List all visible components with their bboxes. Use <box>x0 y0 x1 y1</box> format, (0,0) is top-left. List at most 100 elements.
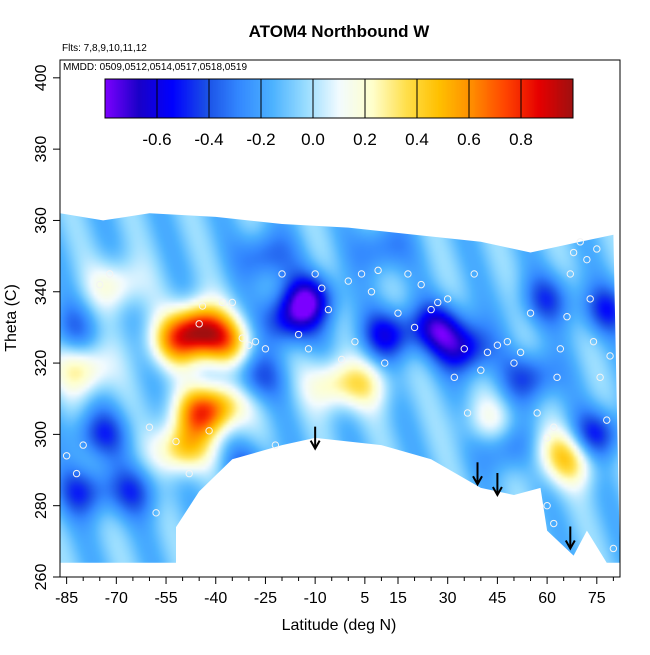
sample-point <box>278 270 286 278</box>
sample-point <box>589 337 598 346</box>
sample-point <box>477 366 485 374</box>
sample-point <box>245 341 253 349</box>
plot-frame <box>59 59 621 578</box>
sample-point <box>404 270 412 278</box>
sample-point <box>351 337 359 346</box>
x-tick-label: 75 <box>588 590 606 607</box>
colorbar-tick-label: 0.2 <box>353 130 377 149</box>
colorbar-tick-label: 0.4 <box>405 130 429 149</box>
colorbar-tick-label: 0.8 <box>509 130 533 149</box>
sample-point <box>450 373 459 382</box>
sample-point <box>62 452 71 460</box>
colorbar-ticks: -0.6 -0.4 -0.2 0.0 0.2 0.4 0.6 0.8 <box>142 79 533 149</box>
sample-point <box>96 280 104 289</box>
sample-point <box>374 266 382 275</box>
x-tick-label: -70 <box>105 590 128 607</box>
sample-point <box>394 309 402 317</box>
sample-point <box>543 501 551 510</box>
sample-point <box>172 437 180 446</box>
dates-note: MMDD: 0509,0512,0514,0517,0518,0519 <box>63 62 247 73</box>
sample-point <box>304 345 313 353</box>
sample-point <box>593 245 601 253</box>
sample-point <box>294 330 303 339</box>
sample-point <box>576 238 584 246</box>
colorbar-tick-label: -0.2 <box>246 130 275 149</box>
sample-point <box>106 270 114 278</box>
colorbar-tick-label: -0.4 <box>194 130 223 149</box>
sample-point <box>526 309 535 317</box>
sample-point <box>460 345 468 353</box>
sample-point <box>516 348 525 357</box>
x-tick-label: 60 <box>538 590 556 607</box>
sample-point <box>463 409 472 417</box>
sample-point <box>251 337 260 346</box>
sample-point <box>195 320 203 328</box>
y-tick-label: 340 <box>33 278 50 305</box>
sample-point <box>483 348 492 357</box>
chart-title: ATOM4 Northbound W <box>249 22 431 41</box>
y-axis: 260 280 300 320 340 360 380 400 <box>33 64 60 590</box>
sample-point <box>311 270 319 278</box>
sample-point <box>606 352 614 360</box>
sample-point <box>261 345 270 353</box>
colorbar: -0.6 -0.4 -0.2 0.0 0.2 0.4 0.6 0.8 <box>104 78 574 149</box>
sample-point <box>205 427 213 435</box>
colorbar-frame <box>104 78 574 119</box>
sample-point <box>381 359 389 367</box>
arrows-layer <box>309 426 576 551</box>
sample-point <box>550 519 558 528</box>
sample-point <box>238 334 246 342</box>
arrow-marker <box>472 462 483 487</box>
sample-point <box>569 248 578 257</box>
x-tick-label: -25 <box>254 590 277 607</box>
sample-point <box>470 270 478 278</box>
colorbar-tick-label: 0.6 <box>457 130 481 149</box>
sample-point <box>566 270 574 278</box>
sample-point <box>79 441 87 449</box>
x-tick-label: -55 <box>154 590 177 607</box>
arrow-marker <box>309 426 321 451</box>
y-tick-label: 360 <box>33 207 50 234</box>
y-axis-label: Theta (C) <box>3 284 20 352</box>
sample-points-layer <box>62 238 618 553</box>
sample-point <box>609 544 618 553</box>
sample-point <box>510 359 518 367</box>
sample-point <box>550 423 558 431</box>
sample-point <box>218 298 227 307</box>
sample-point <box>583 255 591 264</box>
y-tick-label: 400 <box>33 64 50 91</box>
sample-point <box>198 302 207 310</box>
y-tick-label: 260 <box>33 564 50 591</box>
x-tick-label: -40 <box>204 590 227 607</box>
sample-point <box>337 355 346 364</box>
sample-point <box>367 288 376 296</box>
x-axis: -85 -70 -55 -40 -25 -10 5 15 30 45 60 75 <box>55 577 614 607</box>
y-tick-label: 380 <box>33 136 50 163</box>
sample-point <box>543 434 551 442</box>
x-axis-label: Latitude (deg N) <box>282 617 397 634</box>
sample-point <box>563 313 571 321</box>
x-tick-label: -10 <box>304 590 327 607</box>
sample-point <box>228 298 237 307</box>
sample-point <box>185 469 193 478</box>
sample-point <box>344 277 352 285</box>
sample-point <box>318 284 326 292</box>
sample-point <box>324 305 333 314</box>
arrow-marker <box>492 472 503 498</box>
colorbar-tick-label: -0.6 <box>142 130 171 149</box>
x-tick-label: 15 <box>389 590 407 607</box>
sample-point <box>152 509 160 517</box>
y-tick-label: 280 <box>33 492 50 519</box>
sample-point <box>410 323 419 332</box>
sample-point <box>357 270 366 278</box>
sample-point <box>72 469 81 478</box>
sample-point <box>417 280 425 289</box>
colorbar-gradient <box>105 79 573 118</box>
sample-point <box>434 298 442 307</box>
arrow-marker <box>564 526 576 551</box>
x-tick-label: 30 <box>439 590 457 607</box>
x-tick-label: -85 <box>55 590 78 607</box>
sample-point <box>596 373 604 382</box>
sample-point <box>443 295 452 303</box>
